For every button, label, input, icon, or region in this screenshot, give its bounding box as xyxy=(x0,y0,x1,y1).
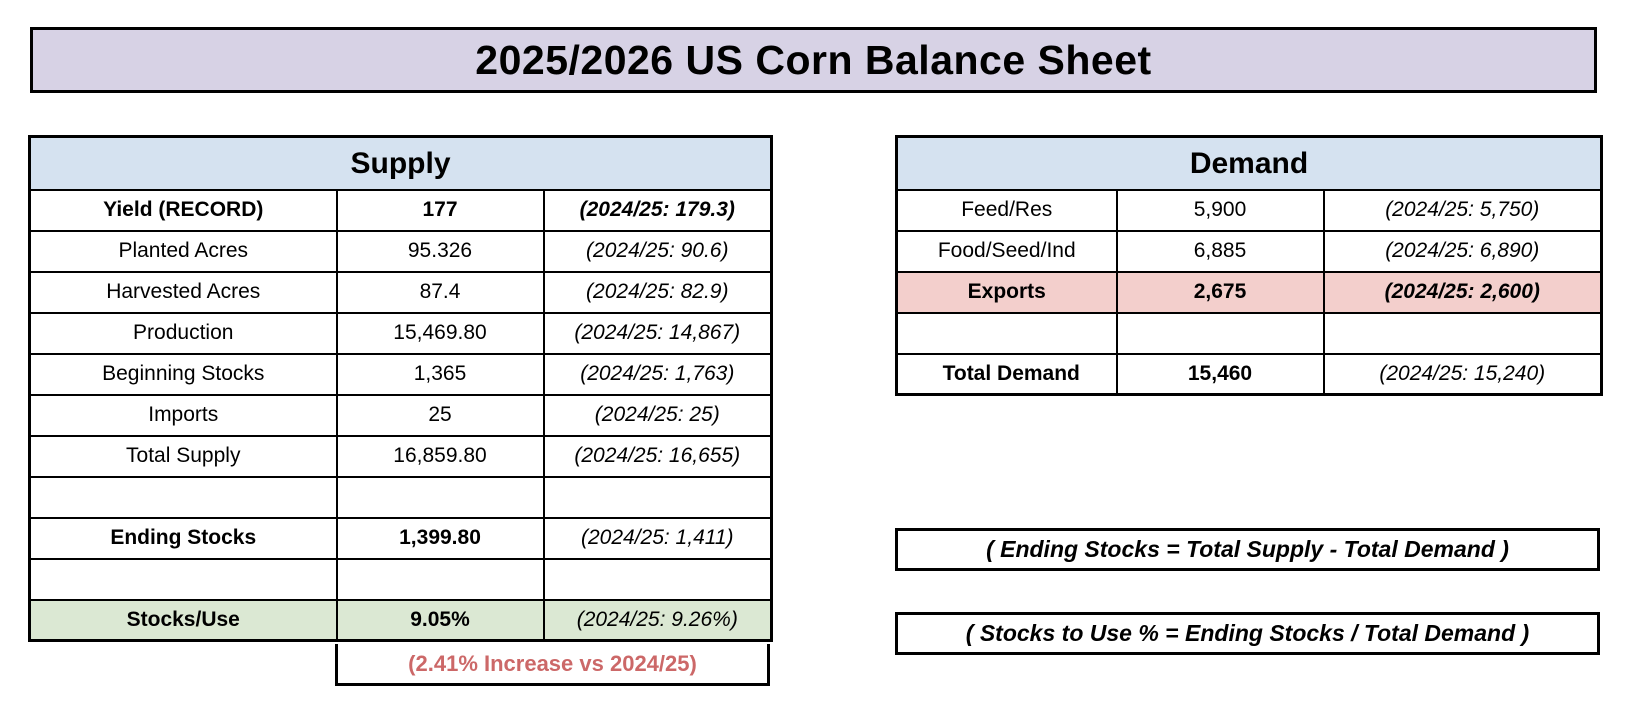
cell-label xyxy=(28,475,338,519)
cell-label: Stocks/Use xyxy=(28,598,338,642)
supply-row-imports: Imports 25 (2024/25: 25) xyxy=(28,393,773,437)
cell-label: Food/Seed/Ind xyxy=(895,229,1118,273)
supply-row-production: Production 15,469.80 (2024/25: 14,867) xyxy=(28,311,773,355)
supply-row-total-supply: Total Supply 16,859.80 (2024/25: 16,655) xyxy=(28,434,773,478)
demand-row-spacer xyxy=(895,311,1603,355)
cell-label: Ending Stocks xyxy=(28,516,338,560)
cell-value: 15,469.80 xyxy=(335,311,545,355)
stocks-to-use-formula-text: ( Stocks to Use % = Ending Stocks / Tota… xyxy=(965,620,1530,646)
cell-label: Harvested Acres xyxy=(28,270,338,314)
cell-label: Imports xyxy=(28,393,338,437)
increase-note-box: (2.41% Increase vs 2024/25) xyxy=(335,644,770,686)
cell-value: 1,365 xyxy=(335,352,545,396)
supply-table: Supply Yield (RECORD) 177 (2024/25: 179.… xyxy=(28,135,774,642)
cell-prior: (2024/25: 14,867) xyxy=(542,311,773,355)
cell-value: 1,399.80 xyxy=(335,516,545,560)
ending-stocks-formula-text: ( Ending Stocks = Total Supply - Total D… xyxy=(986,536,1509,562)
cell-value: 5,900 xyxy=(1115,188,1325,232)
cell-prior xyxy=(1322,311,1603,355)
supply-header: Supply xyxy=(28,135,773,191)
cell-label: Feed/Res xyxy=(895,188,1118,232)
cell-prior: (2024/25: 1,763) xyxy=(542,352,773,396)
cell-prior: (2024/25: 9.26%) xyxy=(542,598,773,642)
cell-prior: (2024/25: 1,411) xyxy=(542,516,773,560)
supply-row-spacer-2 xyxy=(28,557,773,601)
stocks-to-use-formula-box: ( Stocks to Use % = Ending Stocks / Tota… xyxy=(895,612,1600,655)
demand-row-feed-res: Feed/Res 5,900 (2024/25: 5,750) xyxy=(895,188,1603,232)
cell-value xyxy=(335,475,545,519)
cell-value: 15,460 xyxy=(1115,352,1325,396)
cell-prior: (2024/25: 179.3) xyxy=(542,188,773,232)
cell-label: Production xyxy=(28,311,338,355)
cell-prior: (2024/25: 5,750) xyxy=(1322,188,1603,232)
cell-label: Beginning Stocks xyxy=(28,352,338,396)
ending-stocks-formula-box: ( Ending Stocks = Total Supply - Total D… xyxy=(895,528,1600,571)
demand-row-exports: Exports 2,675 (2024/25: 2,600) xyxy=(895,270,1603,314)
cell-value: 87.4 xyxy=(335,270,545,314)
cell-prior: (2024/25: 25) xyxy=(542,393,773,437)
supply-row-planted-acres: Planted Acres 95.326 (2024/25: 90.6) xyxy=(28,229,773,273)
title-bar: 2025/2026 US Corn Balance Sheet xyxy=(30,27,1597,93)
cell-value: 95.326 xyxy=(335,229,545,273)
cell-label xyxy=(28,557,338,601)
cell-value: 2,675 xyxy=(1115,270,1325,314)
supply-row-harvested-acres: Harvested Acres 87.4 (2024/25: 82.9) xyxy=(28,270,773,314)
cell-value xyxy=(335,557,545,601)
supply-row-beginning-stocks: Beginning Stocks 1,365 (2024/25: 1,763) xyxy=(28,352,773,396)
cell-prior: (2024/25: 2,600) xyxy=(1322,270,1603,314)
demand-header: Demand xyxy=(895,135,1603,191)
supply-row-stocks-use: Stocks/Use 9.05% (2024/25: 9.26%) xyxy=(28,598,773,642)
cell-value: 9.05% xyxy=(335,598,545,642)
cell-prior: (2024/25: 82.9) xyxy=(542,270,773,314)
cell-label: Total Supply xyxy=(28,434,338,478)
supply-row-spacer-1 xyxy=(28,475,773,519)
cell-prior: (2024/25: 90.6) xyxy=(542,229,773,273)
page-title: 2025/2026 US Corn Balance Sheet xyxy=(475,36,1152,83)
demand-table: Demand Feed/Res 5,900 (2024/25: 5,750) F… xyxy=(895,135,1603,396)
cell-label: Exports xyxy=(895,270,1118,314)
cell-label: Planted Acres xyxy=(28,229,338,273)
cell-value: 25 xyxy=(335,393,545,437)
cell-value: 16,859.80 xyxy=(335,434,545,478)
cell-prior: (2024/25: 15,240) xyxy=(1322,352,1603,396)
cell-value: 177 xyxy=(335,188,545,232)
cell-label: Yield (RECORD) xyxy=(28,188,338,232)
demand-row-total-demand: Total Demand 15,460 (2024/25: 15,240) xyxy=(895,352,1603,396)
increase-note-text: (2.41% Increase vs 2024/25) xyxy=(408,650,697,676)
cell-value xyxy=(1115,311,1325,355)
cell-label xyxy=(895,311,1118,355)
cell-prior: (2024/25: 16,655) xyxy=(542,434,773,478)
cell-prior xyxy=(542,475,773,519)
supply-row-ending-stocks: Ending Stocks 1,399.80 (2024/25: 1,411) xyxy=(28,516,773,560)
supply-row-yield: Yield (RECORD) 177 (2024/25: 179.3) xyxy=(28,188,773,232)
cell-prior xyxy=(542,557,773,601)
supply-header-row: Supply xyxy=(28,135,773,191)
demand-row-food-seed-ind: Food/Seed/Ind 6,885 (2024/25: 6,890) xyxy=(895,229,1603,273)
cell-value: 6,885 xyxy=(1115,229,1325,273)
demand-header-row: Demand xyxy=(895,135,1603,191)
cell-label: Total Demand xyxy=(895,352,1118,396)
cell-prior: (2024/25: 6,890) xyxy=(1322,229,1603,273)
